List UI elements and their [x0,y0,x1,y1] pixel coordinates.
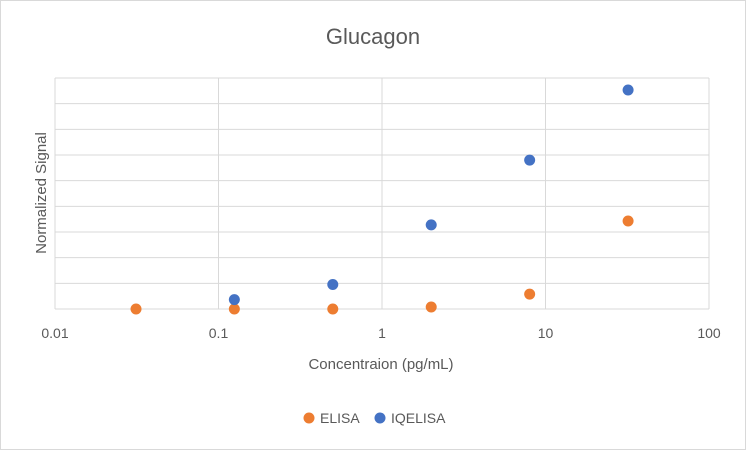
x-tick-label: 10 [538,325,554,341]
gridlines [54,77,710,310]
iqelisa-point [228,294,240,306]
elisa-point [327,303,339,315]
elisa-point [228,303,240,315]
x-axis-label: Concentraion (pg/mL) [308,356,453,373]
elisa-point [130,303,142,315]
legend: ELISA IQELISA [303,410,446,426]
iqelisa-point [327,278,339,290]
legend-label-iqelisa: IQELISA [391,410,446,426]
chart-title: Glucagon [326,24,420,49]
elisa-point [524,288,536,300]
iqelisa-point [425,219,437,231]
x-tick-label: 0.01 [41,325,68,341]
legend-marker-elisa [303,412,315,424]
iqelisa-point [622,84,634,96]
x-axis-ticks: 0.01 0.1 1 10 100 [41,325,721,341]
elisa-point [425,301,437,313]
y-axis-label: Normalized Signal [33,132,50,254]
x-tick-label: 100 [697,325,721,341]
elisa-point [622,215,634,227]
legend-label-elisa: ELISA [320,410,360,426]
data-points [130,84,634,315]
iqelisa-point [524,154,536,166]
x-tick-label: 0.1 [209,325,229,341]
x-tick-label: 1 [378,325,386,341]
legend-marker-iqelisa [374,412,386,424]
